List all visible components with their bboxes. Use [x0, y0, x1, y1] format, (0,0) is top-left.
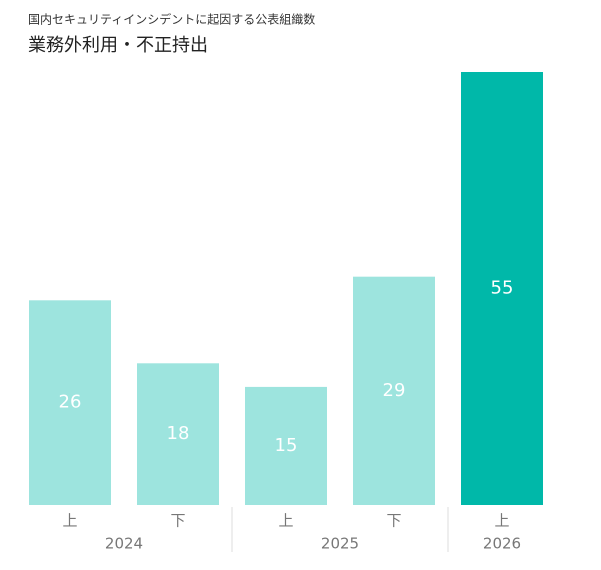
value-label: 26 [59, 392, 82, 413]
group-label: 2024 [105, 535, 143, 553]
x-tick-label: 下 [386, 512, 401, 530]
bar [353, 276, 435, 505]
x-tick-label: 上 [494, 512, 509, 530]
bar [245, 386, 327, 505]
value-label: 55 [491, 278, 514, 299]
group-label: 2025 [321, 535, 359, 553]
value-label: 15 [275, 435, 298, 456]
chart-subtitle: 国内セキュリティインシデントに起因する公表組織数 [28, 12, 315, 27]
value-label: 29 [383, 380, 406, 401]
x-tick-label: 上 [62, 512, 77, 530]
x-tick-label: 下 [170, 512, 185, 530]
value-label: 18 [167, 423, 190, 444]
group-label: 2026 [483, 535, 521, 553]
x-tick-label: 上 [278, 512, 293, 530]
chart-title: 業務外利用・不正持出 [28, 35, 208, 56]
bar [137, 363, 219, 505]
bar [461, 72, 543, 505]
bar [29, 300, 111, 505]
